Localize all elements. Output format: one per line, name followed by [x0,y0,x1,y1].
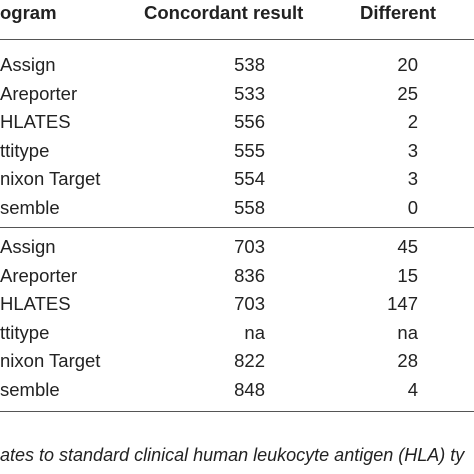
header-program: ogram [0,2,57,23]
cell-different: 45 [397,236,418,257]
cell-concordant-result: 703 [234,293,265,315]
cell-program: Assign [0,54,56,75]
cell-concordant-result: 538 [234,54,265,75]
cell-concordant-result: na [244,321,265,343]
cell-program: Areporter [0,264,78,286]
cell-concordant-result: 556 [234,111,265,133]
cell-different: 147 [387,293,418,315]
cell-program: semble [0,379,60,400]
cell-concordant-result: 555 [234,139,265,161]
cell-program: semble [0,197,60,218]
cell-different: 25 [397,82,418,104]
cell-different: 4 [407,379,418,400]
cell-concordant-result: 836 [234,264,265,286]
cell-program: ttitype [0,321,50,343]
cell-different: 2 [407,111,418,133]
cell-different: 15 [397,264,418,286]
header-concordant-result: Concordant result [144,2,304,23]
table-bottom-rule [0,411,474,412]
cell-concordant-result: 848 [234,379,265,400]
cell-different: 3 [407,168,418,190]
cell-different: 28 [397,350,418,372]
cell-program: Assign [0,236,56,257]
cell-program: nixon Target [0,350,101,372]
cell-different: na [397,321,418,343]
section-divider [0,227,474,228]
cell-different: 0 [407,197,418,218]
table-footnote: ates to standard clinical human leukocyt… [0,445,465,465]
cell-program: HLATES [0,111,71,133]
cell-concordant-result: 558 [234,197,265,218]
header-divider [0,39,474,40]
cell-concordant-result: 554 [234,168,265,190]
cell-program: Areporter [0,82,78,104]
cell-program: nixon Target [0,168,101,190]
cell-different: 3 [407,139,418,161]
cell-program: ttitype [0,139,50,161]
cell-concordant-result: 703 [234,236,265,257]
cell-different: 20 [397,54,418,75]
header-different: Different [360,2,437,23]
cell-concordant-result: 533 [234,82,265,104]
cell-program: HLATES [0,293,71,315]
cell-concordant-result: 822 [234,350,265,372]
